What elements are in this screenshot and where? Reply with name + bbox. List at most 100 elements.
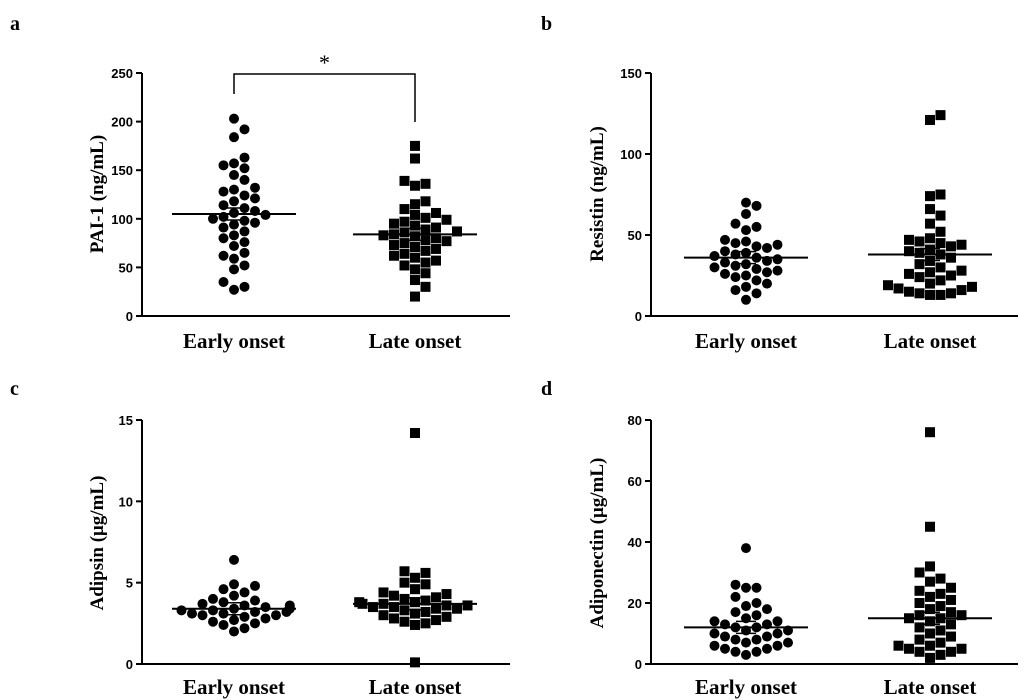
panel-d-data-point xyxy=(751,598,762,608)
panel-d-data-point xyxy=(914,585,925,596)
panel-d-y-tick-label: 40 xyxy=(628,535,642,550)
panel-d-data-point xyxy=(925,652,935,663)
panel-d-y-tick-label: 20 xyxy=(628,596,642,611)
panel-c-data-point xyxy=(389,602,399,613)
panel-c-data-point xyxy=(271,610,281,621)
panel-c-data-point xyxy=(399,577,410,588)
panel-d-data-point xyxy=(914,646,925,657)
panel-a-data-point xyxy=(229,132,239,143)
panel-d-data-point xyxy=(762,604,772,615)
panel-b-data-point xyxy=(925,233,935,244)
panel-a-data-point xyxy=(410,231,420,242)
panel-b-data-point xyxy=(935,189,946,200)
panel-a-data-point xyxy=(239,215,250,226)
panel-a-data-point xyxy=(410,140,420,151)
panel-d-data-point xyxy=(925,427,935,438)
panel-d-letter: d xyxy=(541,378,552,400)
panel-a-data-point xyxy=(229,264,239,275)
panel-b-data-point xyxy=(720,234,730,245)
panel-c-data-point xyxy=(229,626,239,637)
panel-c-data-point xyxy=(431,615,441,626)
panel-d-data-point xyxy=(751,582,762,593)
panel-d-data-point xyxy=(946,631,956,642)
panel-a-data-point xyxy=(410,275,420,286)
panel-a-data-point xyxy=(229,158,239,169)
panel-d-data-point xyxy=(925,628,935,639)
panel-d-data-point xyxy=(956,610,967,621)
panel-a-data-point xyxy=(218,222,229,233)
panel-d-data-point xyxy=(720,631,730,642)
panel-a-data-point xyxy=(399,204,410,215)
panel-d-data-point xyxy=(946,646,956,657)
panel-b-data-point xyxy=(914,288,925,299)
panel-c-data-point xyxy=(420,567,431,578)
panel-b-data-point xyxy=(925,114,935,125)
panel-b-data-point xyxy=(914,259,925,270)
panel-a-data-point xyxy=(229,241,239,252)
panel-b-category-label: Early onset xyxy=(695,329,797,353)
panel-c-data-point xyxy=(218,584,229,595)
panel-a-y-tick-label: 250 xyxy=(111,66,133,81)
panel-c-data-point xyxy=(420,579,431,590)
panel-b-data-point xyxy=(904,234,914,245)
panel-b-data-point xyxy=(730,218,741,229)
panel-a-data-point xyxy=(399,227,410,238)
panel-b-category-label: Late onset xyxy=(884,329,977,353)
panel-a-data-point xyxy=(250,217,260,228)
panel-c-data-point xyxy=(260,613,271,624)
panel-c-data-point xyxy=(368,602,378,613)
panel-b-data-point xyxy=(741,270,751,281)
panel-c-data-point xyxy=(208,593,218,604)
panel-a-data-point xyxy=(420,196,431,207)
panel-b-data-point xyxy=(741,236,751,247)
panel-c-data-point xyxy=(462,600,473,611)
panel-a-data-point xyxy=(420,281,431,292)
panel-c-data-point xyxy=(218,608,229,619)
panel-b-data-point xyxy=(935,262,946,273)
panel-c-data-point xyxy=(410,584,420,595)
panel-b-data-point xyxy=(720,268,730,279)
panel-b-data-point xyxy=(904,246,914,257)
panel-c-data-point xyxy=(208,605,218,616)
panel-c-data-point xyxy=(399,616,410,627)
panel-d-data-point xyxy=(751,610,762,621)
panel-b-data-point xyxy=(935,275,946,286)
panel-b-data-point xyxy=(935,238,946,249)
panel-c-data-point xyxy=(187,608,197,619)
panel-a-data-point xyxy=(218,186,229,197)
panel-a-data-point xyxy=(420,178,431,189)
panel-d-y-title: Adiponectin (μg/mL) xyxy=(587,458,608,629)
panel-d-data-point xyxy=(914,622,925,633)
panel-c-y-tick-label: 15 xyxy=(119,413,133,428)
panel-c-data-point xyxy=(218,597,229,608)
panel-a-significance-bracket xyxy=(233,73,416,122)
panel-b-data-point xyxy=(762,278,772,289)
panel-c-data-point xyxy=(239,587,250,598)
panel-d-data-point xyxy=(730,579,741,590)
panel-a-data-point xyxy=(389,240,399,251)
panel-d-y-tick-label: 60 xyxy=(628,474,642,489)
panel-c-data-point xyxy=(378,610,389,621)
panel-c-category-label: Late onset xyxy=(369,675,462,699)
panel-a-data-point xyxy=(420,268,431,279)
panel-b-data-point xyxy=(741,225,751,236)
panel-d-data-point xyxy=(772,616,783,627)
panel-c-data-point xyxy=(420,606,431,617)
panel-b-data-point xyxy=(956,285,967,296)
panel-a-data-point xyxy=(441,214,452,225)
panel-a-data-point xyxy=(410,241,420,252)
panel-d-data-point xyxy=(946,607,956,618)
panel-b-data-point xyxy=(720,246,730,257)
panel-d-data-point xyxy=(772,628,783,639)
panel-a-data-point xyxy=(229,184,239,195)
panel-d-data-point xyxy=(935,625,946,636)
panel-d-data-point xyxy=(956,643,967,654)
panel-a-data-point xyxy=(399,175,410,186)
panel-a-data-point xyxy=(399,260,410,271)
panel-d-data-point xyxy=(925,561,935,572)
panel-c-data-point xyxy=(441,600,452,611)
panel-a-data-point xyxy=(399,248,410,259)
panel-d-data-point xyxy=(741,637,751,648)
panel-a-data-point xyxy=(229,170,239,181)
panel-c-data-point xyxy=(218,619,229,630)
